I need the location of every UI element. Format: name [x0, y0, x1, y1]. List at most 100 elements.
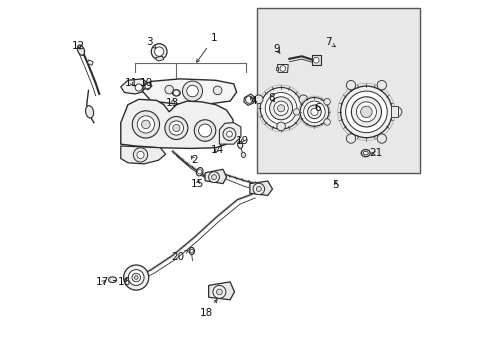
- Circle shape: [245, 96, 252, 103]
- Circle shape: [223, 128, 235, 140]
- Circle shape: [346, 81, 355, 90]
- Ellipse shape: [77, 45, 84, 55]
- Text: 5: 5: [332, 180, 339, 190]
- Circle shape: [128, 270, 144, 285]
- Circle shape: [212, 285, 225, 298]
- Circle shape: [123, 265, 148, 290]
- Circle shape: [132, 111, 159, 138]
- Circle shape: [137, 116, 154, 133]
- Circle shape: [198, 124, 211, 137]
- Circle shape: [135, 84, 142, 91]
- Circle shape: [154, 47, 163, 56]
- Polygon shape: [208, 282, 234, 300]
- Circle shape: [256, 186, 261, 192]
- Polygon shape: [244, 94, 254, 105]
- Text: 6: 6: [314, 103, 321, 113]
- Polygon shape: [390, 107, 397, 117]
- Circle shape: [253, 183, 264, 195]
- Text: 12: 12: [72, 41, 85, 50]
- Text: 2: 2: [191, 155, 197, 165]
- Polygon shape: [277, 64, 287, 72]
- Ellipse shape: [237, 141, 242, 148]
- Ellipse shape: [363, 151, 367, 155]
- Circle shape: [300, 98, 328, 126]
- Circle shape: [269, 97, 292, 120]
- Circle shape: [345, 91, 386, 133]
- Text: 16: 16: [118, 277, 131, 287]
- Ellipse shape: [189, 247, 194, 255]
- Circle shape: [132, 273, 140, 282]
- Circle shape: [340, 86, 391, 138]
- Text: 4: 4: [250, 96, 256, 106]
- Circle shape: [277, 105, 284, 112]
- Circle shape: [376, 81, 386, 90]
- Circle shape: [307, 105, 321, 119]
- Polygon shape: [311, 55, 320, 65]
- Polygon shape: [142, 79, 236, 104]
- Circle shape: [197, 170, 202, 174]
- Polygon shape: [219, 123, 241, 144]
- Polygon shape: [143, 82, 152, 90]
- Circle shape: [211, 175, 216, 180]
- Ellipse shape: [196, 167, 203, 176]
- Bar: [257, 8, 419, 173]
- Ellipse shape: [172, 90, 180, 96]
- Circle shape: [151, 44, 167, 59]
- Circle shape: [213, 86, 222, 95]
- Circle shape: [164, 85, 173, 94]
- Circle shape: [134, 276, 138, 279]
- Circle shape: [356, 102, 376, 122]
- Polygon shape: [204, 169, 226, 184]
- Circle shape: [226, 131, 232, 137]
- Circle shape: [194, 120, 215, 141]
- Text: 20: 20: [171, 251, 188, 262]
- Circle shape: [208, 172, 219, 183]
- Text: 3: 3: [146, 37, 156, 49]
- Circle shape: [142, 120, 150, 129]
- Ellipse shape: [241, 152, 245, 158]
- Circle shape: [346, 134, 355, 143]
- Text: 21: 21: [368, 148, 381, 158]
- Polygon shape: [275, 67, 278, 70]
- Text: 1: 1: [196, 33, 217, 62]
- Polygon shape: [135, 85, 143, 90]
- Circle shape: [260, 87, 301, 129]
- Text: 18: 18: [200, 300, 217, 318]
- Polygon shape: [121, 79, 147, 94]
- Circle shape: [172, 125, 180, 132]
- Text: 19: 19: [236, 136, 249, 145]
- Polygon shape: [87, 60, 93, 65]
- Text: 10: 10: [139, 78, 152, 88]
- Circle shape: [133, 148, 147, 162]
- Circle shape: [254, 95, 263, 104]
- Circle shape: [280, 66, 285, 71]
- Text: 8: 8: [267, 93, 274, 103]
- Circle shape: [376, 134, 386, 143]
- Text: 9: 9: [273, 44, 280, 54]
- Circle shape: [273, 101, 287, 116]
- Text: 17: 17: [96, 277, 109, 287]
- Circle shape: [323, 99, 330, 105]
- Circle shape: [351, 97, 381, 127]
- Text: 11: 11: [124, 78, 138, 88]
- Circle shape: [190, 249, 193, 253]
- Circle shape: [216, 289, 222, 295]
- Circle shape: [265, 93, 296, 124]
- Circle shape: [360, 106, 371, 118]
- Circle shape: [323, 119, 330, 125]
- Circle shape: [144, 83, 150, 89]
- Polygon shape: [121, 146, 165, 164]
- Circle shape: [299, 95, 307, 104]
- Circle shape: [137, 151, 144, 158]
- Circle shape: [303, 101, 325, 123]
- Text: 13: 13: [166, 98, 179, 108]
- Circle shape: [186, 85, 198, 97]
- Ellipse shape: [361, 149, 369, 157]
- Circle shape: [169, 121, 183, 135]
- Circle shape: [310, 108, 317, 116]
- Text: 15: 15: [191, 179, 204, 189]
- Polygon shape: [156, 56, 163, 61]
- Ellipse shape: [85, 105, 93, 118]
- Text: 14: 14: [210, 144, 224, 154]
- Ellipse shape: [108, 277, 116, 283]
